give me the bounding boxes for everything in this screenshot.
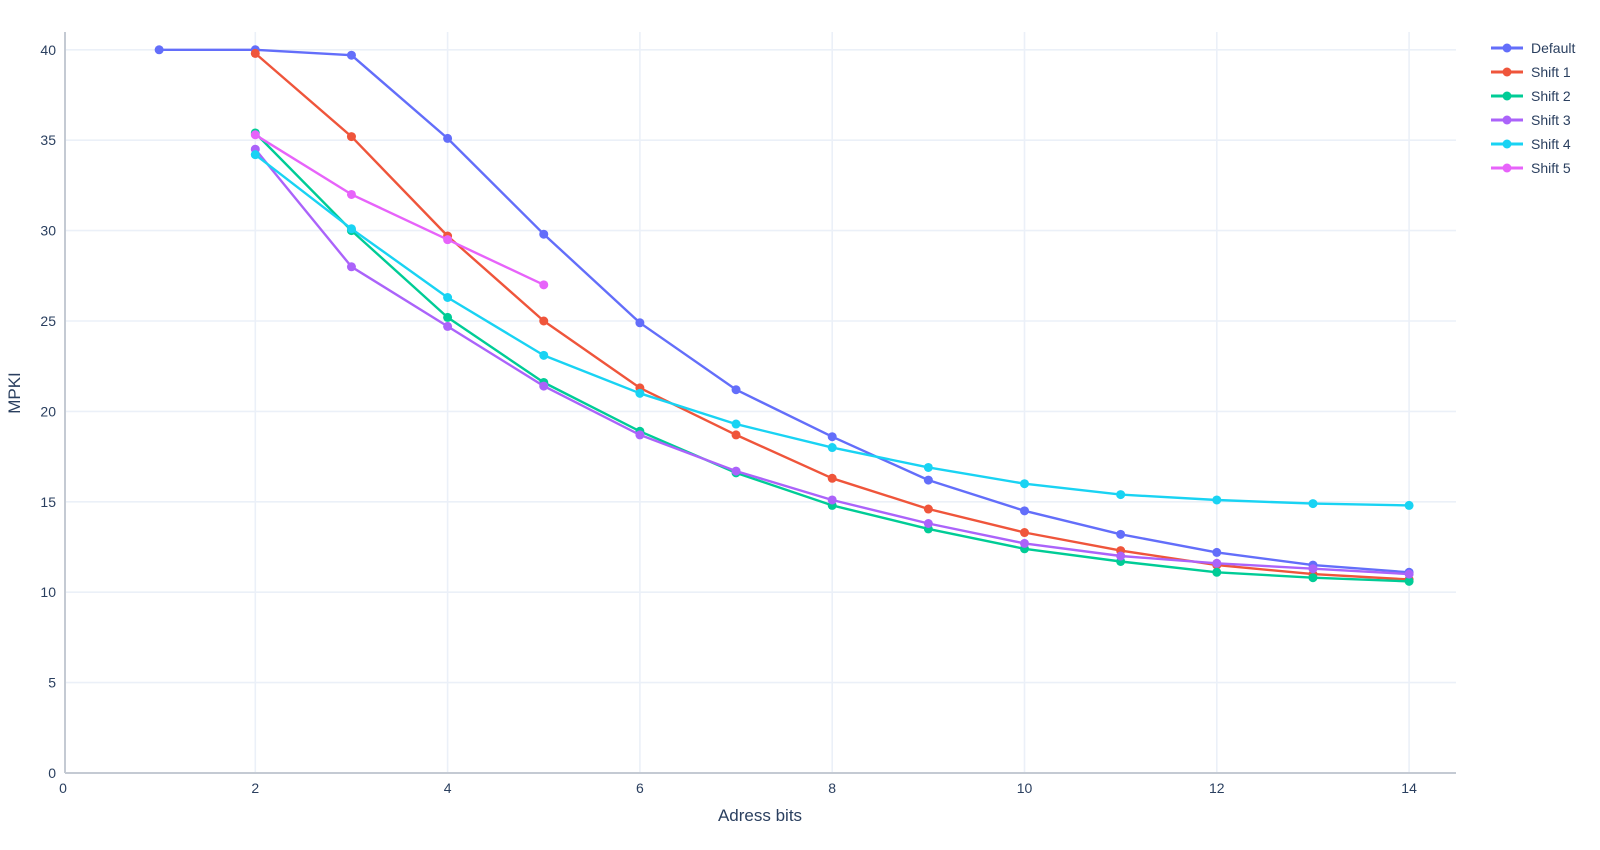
data-point-default[interactable] xyxy=(635,318,645,328)
x-tick-label: 10 xyxy=(1017,780,1033,796)
legend-item-shift-4[interactable]: Shift 4 xyxy=(1491,136,1571,152)
data-point-shift-3[interactable] xyxy=(1212,558,1222,568)
y-axis-title: MPKI xyxy=(5,372,24,414)
data-point-shift-1[interactable] xyxy=(731,430,741,440)
y-tick-label: 10 xyxy=(40,584,56,600)
data-point-shift-1[interactable] xyxy=(827,473,837,483)
legend-marker-swatch xyxy=(1502,43,1512,53)
legend-marker-swatch xyxy=(1502,163,1512,173)
data-point-default[interactable] xyxy=(731,385,741,395)
legend-item-shift-2[interactable]: Shift 2 xyxy=(1491,88,1571,104)
data-point-default[interactable] xyxy=(443,133,453,143)
data-point-shift-2[interactable] xyxy=(1212,567,1222,577)
data-point-shift-4[interactable] xyxy=(1308,499,1318,509)
data-point-shift-4[interactable] xyxy=(1020,479,1029,489)
data-point-shift-3[interactable] xyxy=(827,495,837,505)
legend-label: Shift 3 xyxy=(1531,112,1571,128)
data-point-shift-5[interactable] xyxy=(250,130,260,140)
data-point-shift-2[interactable] xyxy=(1308,573,1318,583)
data-point-shift-3[interactable] xyxy=(731,466,741,476)
y-tick-label: 15 xyxy=(40,494,56,510)
y-tick-label: 30 xyxy=(40,223,56,239)
data-point-shift-2[interactable] xyxy=(1404,576,1414,586)
data-point-default[interactable] xyxy=(827,432,837,442)
data-point-shift-3[interactable] xyxy=(1020,538,1029,548)
data-point-shift-3[interactable] xyxy=(1404,569,1414,579)
y-tick-label: 40 xyxy=(40,42,56,58)
legend-label: Shift 1 xyxy=(1531,64,1571,80)
data-point-shift-5[interactable] xyxy=(539,280,549,290)
legend-label: Shift 5 xyxy=(1531,160,1571,176)
data-point-shift-4[interactable] xyxy=(539,350,549,360)
data-point-default[interactable] xyxy=(923,475,933,485)
data-point-shift-4[interactable] xyxy=(923,462,933,472)
series-line-shift-5 xyxy=(254,133,545,286)
data-point-default[interactable] xyxy=(1020,506,1029,516)
data-point-shift-1[interactable] xyxy=(1020,528,1029,538)
data-point-default[interactable] xyxy=(154,45,164,55)
x-tick-label: 2 xyxy=(251,780,259,796)
legend-item-default[interactable]: Default xyxy=(1491,40,1575,56)
data-point-shift-3[interactable] xyxy=(539,381,549,391)
data-point-shift-2[interactable] xyxy=(443,312,453,322)
data-point-shift-4[interactable] xyxy=(346,224,356,234)
data-point-shift-4[interactable] xyxy=(1404,500,1414,510)
data-point-shift-5[interactable] xyxy=(346,189,356,199)
data-point-shift-3[interactable] xyxy=(443,321,453,331)
data-point-default[interactable] xyxy=(1212,547,1222,557)
y-tick-label: 5 xyxy=(48,675,56,691)
legend-item-shift-1[interactable]: Shift 1 xyxy=(1491,64,1571,80)
legend-label: Shift 2 xyxy=(1531,88,1571,104)
y-tick-label: 25 xyxy=(40,313,56,329)
x-tick-label: 14 xyxy=(1401,780,1417,796)
y-tick-label: 20 xyxy=(40,403,56,419)
legend-label: Shift 4 xyxy=(1531,136,1571,152)
data-point-default[interactable] xyxy=(1116,529,1126,539)
data-point-shift-1[interactable] xyxy=(346,132,356,142)
data-point-shift-4[interactable] xyxy=(443,292,453,302)
legend-label: Default xyxy=(1531,40,1575,56)
legend-marker-swatch xyxy=(1502,91,1512,101)
legend-item-shift-5[interactable]: Shift 5 xyxy=(1491,160,1571,176)
x-tick-label: 6 xyxy=(636,780,644,796)
data-point-default[interactable] xyxy=(346,50,356,60)
data-point-shift-4[interactable] xyxy=(635,388,645,398)
legend-item-shift-3[interactable]: Shift 3 xyxy=(1491,112,1571,128)
data-point-shift-3[interactable] xyxy=(923,518,933,528)
data-point-shift-5[interactable] xyxy=(443,235,453,245)
data-point-shift-4[interactable] xyxy=(827,443,837,453)
data-point-shift-3[interactable] xyxy=(1116,551,1126,561)
legend-marker-swatch xyxy=(1502,67,1512,77)
data-point-shift-1[interactable] xyxy=(250,48,260,58)
data-point-shift-4[interactable] xyxy=(1116,490,1126,500)
x-tick-label: 0 xyxy=(59,780,67,796)
series-line-default xyxy=(158,48,1411,574)
x-tick-label: 12 xyxy=(1209,780,1225,796)
data-point-shift-1[interactable] xyxy=(539,316,549,326)
y-tick-label: 35 xyxy=(40,132,56,148)
x-axis-title: Adress bits xyxy=(717,806,803,825)
legend-marker-swatch xyxy=(1502,115,1512,125)
x-tick-label: 4 xyxy=(444,780,452,796)
data-point-shift-4[interactable] xyxy=(731,419,741,429)
data-point-default[interactable] xyxy=(539,229,549,239)
data-point-shift-3[interactable] xyxy=(635,430,645,440)
data-point-shift-1[interactable] xyxy=(923,504,933,514)
data-point-shift-3[interactable] xyxy=(346,262,356,272)
legend-marker-swatch xyxy=(1502,139,1512,149)
y-tick-label: 0 xyxy=(48,765,56,781)
data-point-shift-3[interactable] xyxy=(1308,564,1318,574)
data-point-shift-4[interactable] xyxy=(250,150,260,160)
x-tick-label: 8 xyxy=(828,780,836,796)
data-point-shift-4[interactable] xyxy=(1212,495,1222,505)
